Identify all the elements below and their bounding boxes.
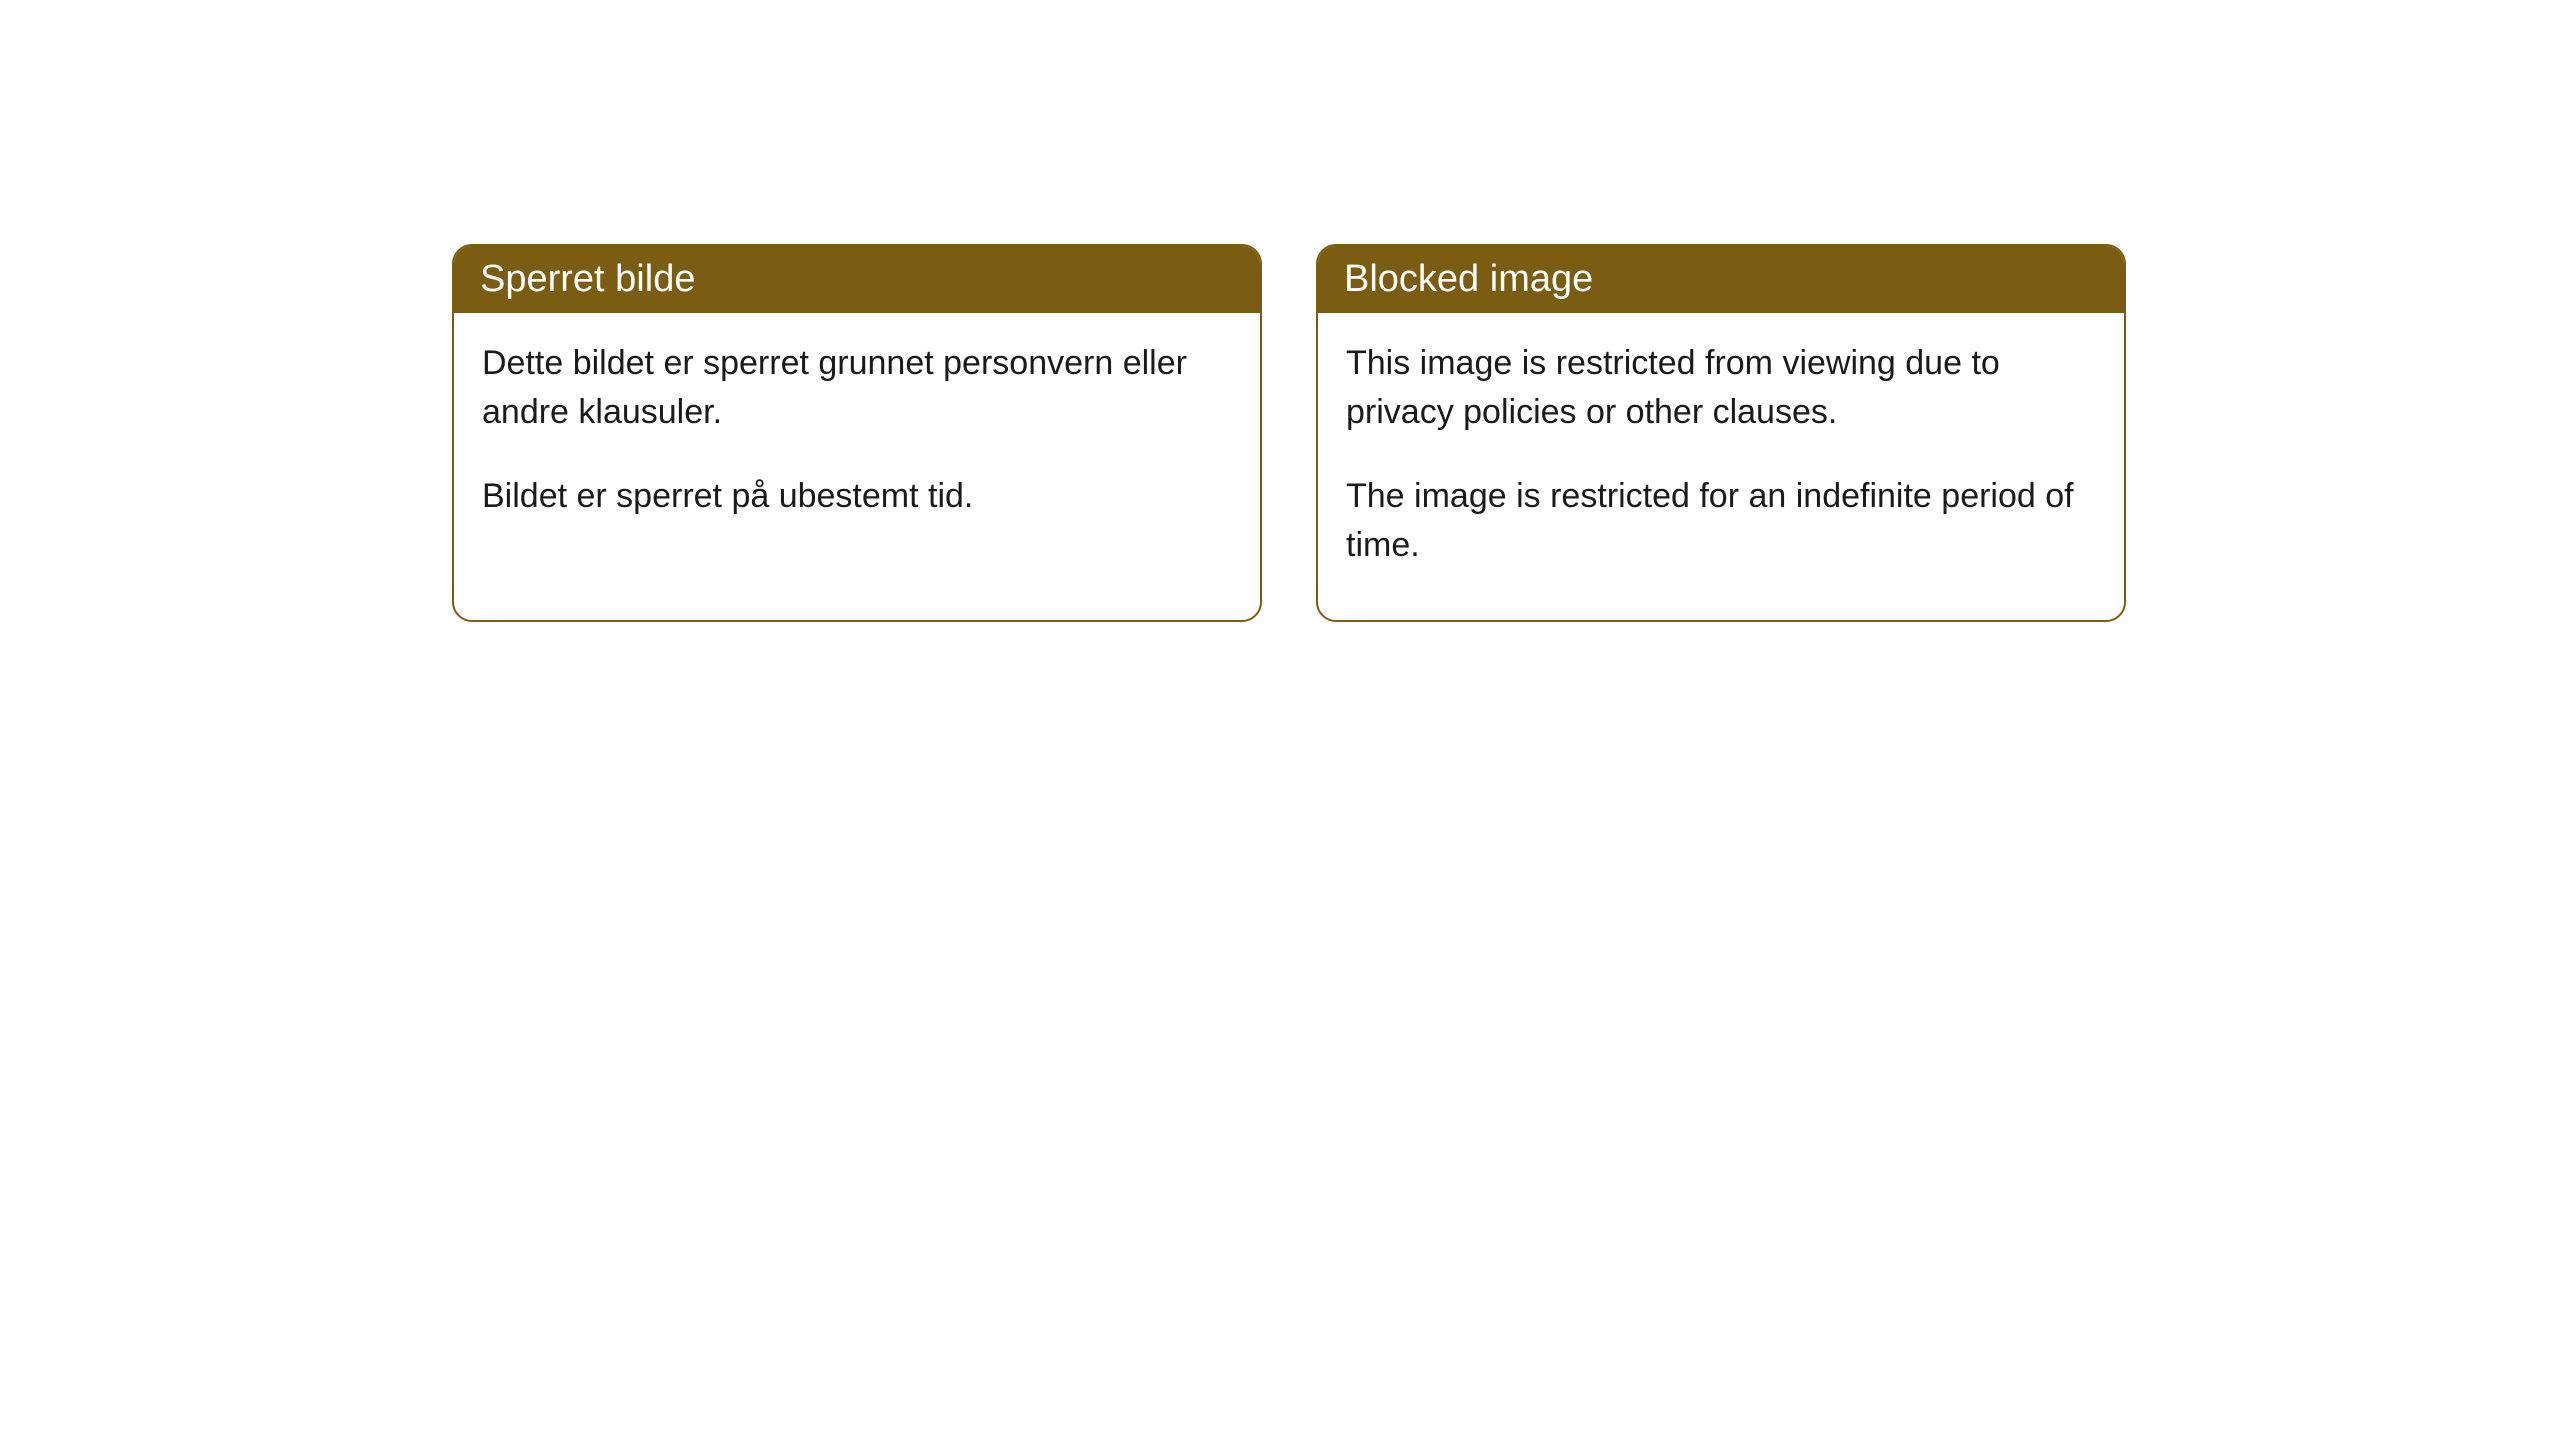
card-text-duration-norwegian: Bildet er sperret på ubestemt tid. — [482, 472, 1232, 521]
card-text-duration-english: The image is restricted for an indefinit… — [1346, 472, 2096, 571]
notice-cards-container: Sperret bilde Dette bildet er sperret gr… — [452, 244, 2126, 622]
card-body-norwegian: Dette bildet er sperret grunnet personve… — [454, 313, 1260, 571]
card-header-english: Blocked image — [1318, 246, 2124, 313]
card-body-english: This image is restricted from viewing du… — [1318, 313, 2124, 620]
blocked-image-card-english: Blocked image This image is restricted f… — [1316, 244, 2126, 622]
blocked-image-card-norwegian: Sperret bilde Dette bildet er sperret gr… — [452, 244, 1262, 622]
card-text-reason-norwegian: Dette bildet er sperret grunnet personve… — [482, 339, 1232, 438]
card-header-norwegian: Sperret bilde — [454, 246, 1260, 313]
card-text-reason-english: This image is restricted from viewing du… — [1346, 339, 2096, 438]
